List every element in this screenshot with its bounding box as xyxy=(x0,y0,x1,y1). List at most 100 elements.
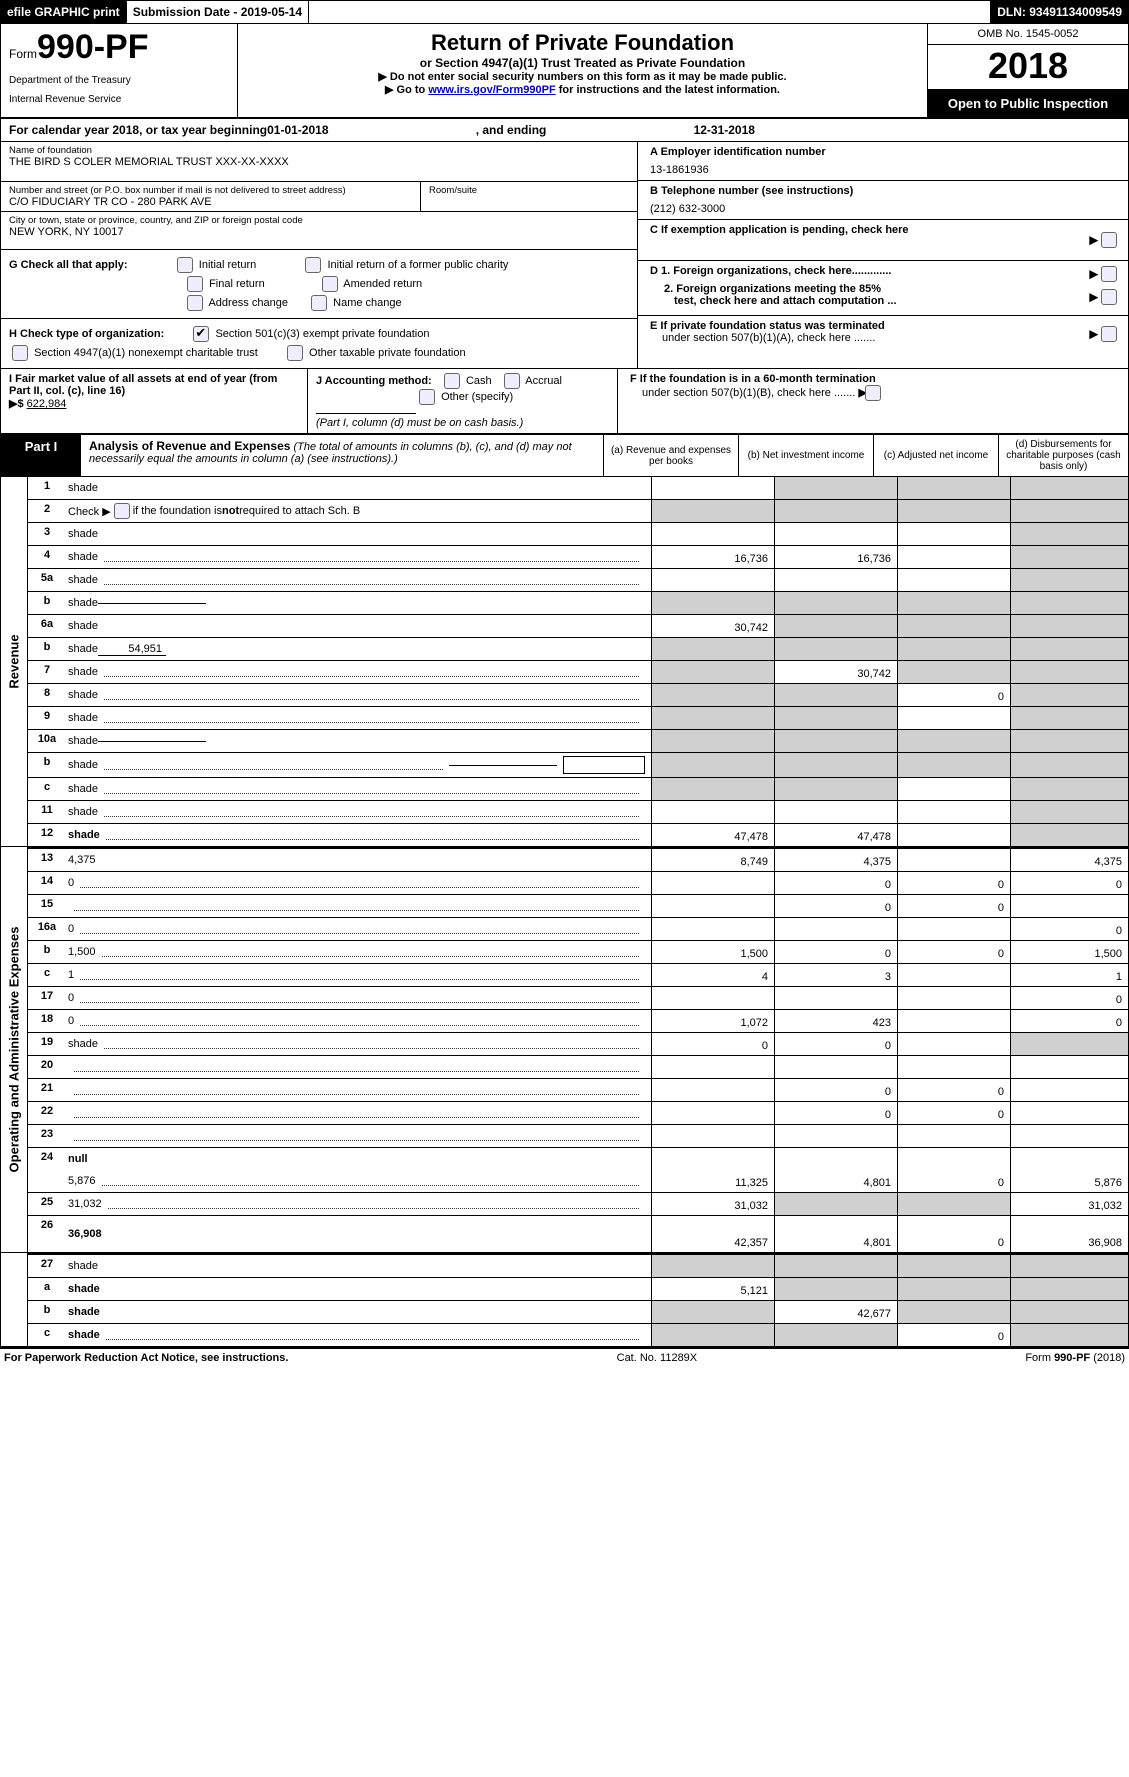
table-row: 134,3758,7494,3754,375 xyxy=(28,847,1128,872)
row-number: 13 xyxy=(28,849,66,871)
amount-cell: 30,742 xyxy=(774,661,897,683)
row-number: 12 xyxy=(28,824,66,846)
form-number: Form990-PF xyxy=(9,28,229,67)
col-d-header: (d) Disbursements for charitable purpose… xyxy=(998,435,1128,476)
dept-irs: Internal Revenue Service xyxy=(9,94,229,105)
amount-cell: 0 xyxy=(897,1079,1010,1101)
amount-cell xyxy=(1010,1125,1128,1147)
table-row: 7shade30,742 xyxy=(28,661,1128,684)
amount-cell: 0 xyxy=(897,1324,1010,1346)
checkbox-amended-return[interactable] xyxy=(322,276,338,292)
checkbox-sch-b[interactable] xyxy=(114,503,130,519)
page-footer: For Paperwork Reduction Act Notice, see … xyxy=(0,1348,1129,1367)
amount-cell: 47,478 xyxy=(774,824,897,846)
form-subtitle: or Section 4947(a)(1) Trust Treated as P… xyxy=(246,56,919,70)
amount-cell xyxy=(1010,1278,1128,1300)
row-description: 5,876 xyxy=(66,1170,651,1192)
amount-cell xyxy=(897,1125,1010,1147)
checkbox-501c3[interactable] xyxy=(193,326,209,342)
amount-cell: 3 xyxy=(774,964,897,986)
amount-cell xyxy=(651,1324,774,1346)
amount-cell xyxy=(774,987,897,1009)
table-row: 16a00 xyxy=(28,918,1128,941)
amount-cell xyxy=(651,569,774,591)
checkbox-initial-return[interactable] xyxy=(177,257,193,273)
amount-cell xyxy=(774,684,897,706)
row-number: 23 xyxy=(28,1125,66,1147)
checkbox-foreign-org[interactable] xyxy=(1101,266,1117,282)
amount-cell xyxy=(774,1056,897,1078)
checkbox-cash[interactable] xyxy=(444,373,460,389)
amount-cell: 16,736 xyxy=(651,546,774,568)
table-row: 1700 xyxy=(28,987,1128,1010)
amount-cell xyxy=(897,824,1010,846)
row-description: 0 xyxy=(66,872,651,894)
row-number: 7 xyxy=(28,661,66,683)
col-a-header: (a) Revenue and expenses per books xyxy=(603,435,738,476)
row-description: 36,908 xyxy=(66,1216,651,1252)
amount-cell: 0 xyxy=(1010,987,1128,1009)
amount-cell: 0 xyxy=(774,895,897,917)
amount-cell xyxy=(1010,707,1128,729)
table-row: 2531,03231,03231,032 xyxy=(28,1193,1128,1216)
row-description: shade xyxy=(66,684,651,706)
row-description: shade54,951 xyxy=(66,638,651,660)
top-bar: efile GRAPHIC print Submission Date - 20… xyxy=(0,0,1129,24)
street-address: C/O FIDUCIARY TR CO - 280 PARK AVE xyxy=(9,196,412,208)
table-row: 1801,0724230 xyxy=(28,1010,1128,1033)
catalog-number: Cat. No. 11289X xyxy=(617,1352,698,1364)
amount-cell xyxy=(774,1125,897,1147)
table-row: bshade42,677 xyxy=(28,1301,1128,1324)
amount-cell xyxy=(897,987,1010,1009)
amount-cell: 42,677 xyxy=(774,1301,897,1323)
table-row: 3shade xyxy=(28,523,1128,546)
amount-cell xyxy=(651,918,774,940)
table-row: 9shade xyxy=(28,707,1128,730)
row-number: b xyxy=(28,941,66,963)
row-description: shade xyxy=(66,592,651,614)
amount-cell xyxy=(774,730,897,752)
checkbox-status-terminated[interactable] xyxy=(1101,326,1117,342)
row-number: 9 xyxy=(28,707,66,729)
checkbox-initial-return-former[interactable] xyxy=(305,257,321,273)
checkbox-other-taxable[interactable] xyxy=(287,345,303,361)
checkbox-name-change[interactable] xyxy=(311,295,327,311)
table-row: 2636,90842,3574,801036,908 xyxy=(28,1216,1128,1252)
amount-cell: 42,357 xyxy=(651,1216,774,1252)
table-row: 12shade47,47847,478 xyxy=(28,824,1128,846)
amount-cell: 5,121 xyxy=(651,1278,774,1300)
row-description: shade xyxy=(66,824,651,846)
checkbox-exemption-pending[interactable] xyxy=(1101,232,1117,248)
amount-cell xyxy=(651,801,774,823)
amount-cell xyxy=(1010,1033,1128,1055)
row-description: shade xyxy=(66,778,651,800)
checkbox-foreign-85[interactable] xyxy=(1101,289,1117,305)
row-description: shade xyxy=(66,801,651,823)
checkbox-accrual[interactable] xyxy=(504,373,520,389)
dept-treasury: Department of the Treasury xyxy=(9,75,229,86)
checkbox-final-return[interactable] xyxy=(187,276,203,292)
checkbox-60month[interactable] xyxy=(865,385,881,401)
amount-cell xyxy=(651,707,774,729)
table-row: 23 xyxy=(28,1125,1128,1148)
amount-cell: 0 xyxy=(897,895,1010,917)
row-description: shade xyxy=(66,1324,651,1346)
amount-cell: 31,032 xyxy=(1010,1193,1128,1215)
checkbox-4947a1[interactable] xyxy=(12,345,28,361)
amount-cell xyxy=(1010,730,1128,752)
row-description: shade xyxy=(66,730,651,752)
table-row: 140000 xyxy=(28,872,1128,895)
table-row: 20 xyxy=(28,1056,1128,1079)
row-number: 21 xyxy=(28,1079,66,1101)
amount-cell xyxy=(1010,801,1128,823)
amount-cell xyxy=(1010,523,1128,545)
irs-link[interactable]: www.irs.gov/Form990PF xyxy=(428,84,555,96)
amount-cell xyxy=(651,523,774,545)
row-description: shade xyxy=(66,1278,651,1300)
section-g: G Check all that apply: Initial return I… xyxy=(1,250,637,319)
checkbox-other-method[interactable] xyxy=(419,389,435,405)
part1-header: Part I Analysis of Revenue and Expenses … xyxy=(0,435,1129,477)
section-a: A Employer identification number 13-1861… xyxy=(638,142,1128,181)
section-i: I Fair market value of all assets at end… xyxy=(1,369,308,433)
checkbox-address-change[interactable] xyxy=(187,295,203,311)
